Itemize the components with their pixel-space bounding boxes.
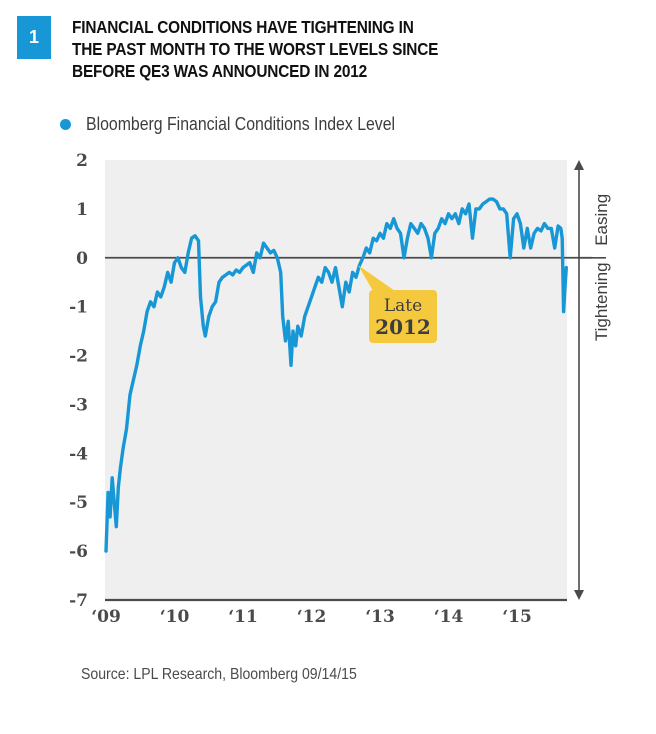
tightening-label: Tightening <box>592 262 611 341</box>
y-tick-label: -1 <box>69 298 88 318</box>
callout-box <box>369 290 437 343</box>
y-tick-label: 1 <box>76 200 88 220</box>
arrow-down-icon <box>574 590 584 600</box>
y-tick-label: -5 <box>69 493 88 513</box>
y-tick-label: 0 <box>76 249 88 269</box>
x-tick-label: ‘09 <box>91 607 121 627</box>
x-tick-label: ‘15 <box>502 607 532 627</box>
callout-pointer <box>358 265 395 291</box>
source-note: Source: LPL Research, Bloomberg 09/14/15 <box>81 666 357 683</box>
callout-text-line: Late <box>384 296 422 316</box>
y-tick-label: -7 <box>69 591 88 611</box>
callout-text-line: 2012 <box>375 315 431 339</box>
legend-marker-icon <box>60 119 71 130</box>
title-line: THE PAST MONTH TO THE WORST LEVELS SINCE <box>72 39 439 59</box>
x-tick-label: ‘12 <box>297 607 327 627</box>
y-tick-label: -4 <box>69 444 88 464</box>
title-line: BEFORE QE3 WAS ANNOUNCED IN 2012 <box>72 61 368 81</box>
easing-tightening-axis: Easing Tightening <box>574 160 611 600</box>
easing-label: Easing <box>592 194 611 246</box>
figure-number: 1 <box>28 27 39 47</box>
arrow-up-icon <box>574 160 584 170</box>
figure-number-badge: 1 <box>17 16 51 59</box>
legend: Bloomberg Financial Conditions Index Lev… <box>60 114 437 135</box>
plot-area <box>105 160 567 600</box>
series-line-bloomberg-fci <box>104 197 568 553</box>
title-line: FINANCIAL CONDITIONS HAVE TIGHTENING IN <box>72 17 414 37</box>
x-tick-label: ‘10 <box>160 607 190 627</box>
y-tick-label: -3 <box>69 395 88 415</box>
y-tick-label: -2 <box>69 347 88 367</box>
x-tick-label: ‘14 <box>434 607 464 627</box>
x-axis-ticks: ‘09 ‘10 ‘11 ‘12 ‘13 ‘14 ‘15 <box>91 607 532 627</box>
y-tick-label: -6 <box>69 542 88 562</box>
y-axis-ticks: 2 1 0 -1 -2 -3 -4 -5 -6 -7 <box>69 151 88 611</box>
x-tick-label: ‘13 <box>365 607 395 627</box>
legend-label: Bloomberg Financial Conditions Index Lev… <box>86 114 396 134</box>
chart-title: FINANCIAL CONDITIONS HAVE TIGHTENING IN … <box>72 16 530 82</box>
x-tick-label: ‘11 <box>228 607 258 627</box>
y-tick-label: 2 <box>76 151 88 171</box>
annotation-callout: Late 2012 <box>358 265 437 343</box>
